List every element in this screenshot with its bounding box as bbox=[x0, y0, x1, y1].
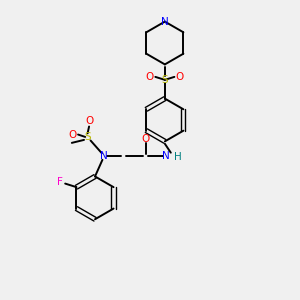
Text: O: O bbox=[69, 130, 77, 140]
Text: F: F bbox=[57, 177, 63, 187]
Text: S: S bbox=[161, 75, 168, 85]
Text: N: N bbox=[100, 151, 108, 161]
Text: N: N bbox=[161, 16, 169, 27]
Text: O: O bbox=[146, 72, 154, 82]
Text: O: O bbox=[141, 134, 150, 144]
Text: O: O bbox=[176, 72, 184, 82]
Text: S: S bbox=[84, 132, 91, 142]
Text: O: O bbox=[86, 116, 94, 127]
Text: N: N bbox=[163, 151, 170, 161]
Text: H: H bbox=[174, 152, 182, 162]
